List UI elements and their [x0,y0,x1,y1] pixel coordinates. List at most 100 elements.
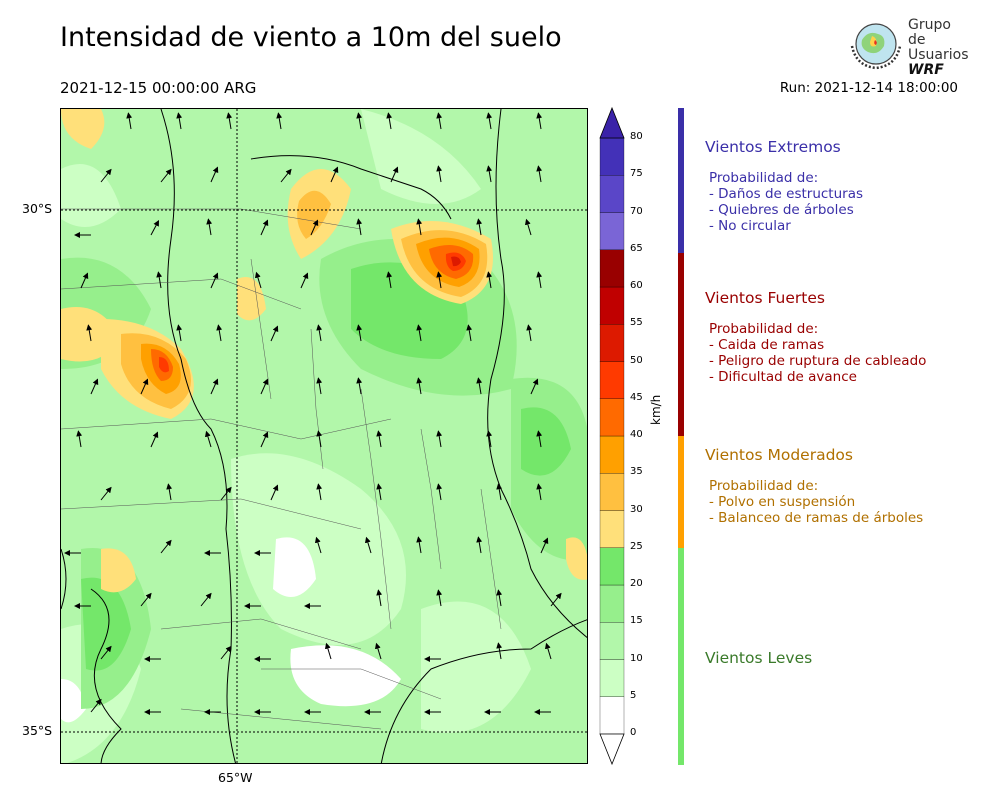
wind-vector [310,219,319,236]
wind-vector [524,218,532,236]
wind-vector [156,271,163,289]
wind-field [61,109,587,763]
wind-vector [356,377,363,395]
wind-vector [140,378,149,395]
category-title: Vientos Moderados [705,446,853,464]
wind-vector [364,536,372,554]
wind-vector [376,483,383,501]
run-time: Run: 2021-12-14 18:00:00 [779,80,958,96]
colorbar-tick-label: 0 [630,727,637,738]
wind-vector [376,589,383,607]
wind-vector [126,112,133,130]
wind-vector [150,220,159,236]
colorbar-tick-label: 25 [630,540,643,552]
wind-vector [200,592,212,607]
category-extremos: Vientos Extremos Probabilidad de: - Daño… [705,138,863,234]
wind-vector [160,539,172,554]
colorbar-tick-label: 40 [630,429,643,440]
colorbar-segment [599,398,625,437]
wind-vector [76,430,83,448]
colorbar-tick-label: 70 [630,205,643,217]
wind-vector [324,642,332,660]
wind-vector [330,166,339,183]
wind-vector [140,592,152,607]
colorbar-tick-label: 30 [630,503,643,515]
wind-vector [176,324,183,342]
wind-vector [374,642,382,660]
colorbar [599,106,625,766]
wind-vector [100,486,112,501]
category-bar-leves [678,548,684,765]
wind-vector [216,324,223,342]
wind-vector [316,430,323,448]
colorbar-tick-label: 10 [630,652,643,664]
wind-vector [210,378,219,395]
wind-vector [254,271,262,289]
category-bar-moderados [678,436,684,548]
wind-vector [80,272,89,289]
colorbar-unit: km/h [649,394,663,425]
wind-vector [536,430,543,448]
category-desc: Probabilidad de: - Daños de estructuras … [709,170,864,234]
wind-vector [476,536,483,554]
wind-vector [416,324,423,342]
wind-vector [530,378,539,395]
wind-vector [496,589,503,607]
colorbar-segment [599,622,625,660]
wind-vector [436,483,443,501]
wind-vector [314,536,322,554]
colorbar-tick-label: 60 [630,280,643,291]
wind-vector [356,112,363,130]
colorbar-segment [599,473,625,511]
colorbar-tick-label: 15 [630,615,643,627]
page-title: Intensidad de viento a 10m del suelo [60,22,562,53]
wind-vector [536,112,543,130]
category-bar-extremos [678,108,684,253]
wind-map [60,108,588,764]
wind-vector [206,218,213,236]
wind-vector [270,325,279,342]
colorbar-tick-label: 45 [630,391,643,403]
wind-vector [496,483,503,501]
wind-vector [316,324,323,342]
wind-vector [544,642,552,660]
wind-vector [390,166,399,183]
category-title: Vientos Fuertes [705,289,825,307]
wind-vector [550,592,562,607]
wind-vector [476,218,483,236]
wind-vector [466,324,473,342]
wind-vector [260,219,269,236]
wind-vector [276,112,283,130]
wind-vector [436,589,443,607]
wind-vector [486,165,493,183]
category-title: Vientos Leves [705,649,813,667]
wind-vector [496,642,503,660]
wind-vector [166,483,173,501]
wind-vector [356,324,363,342]
wind-vector [436,165,443,183]
colorbar-segment [599,137,625,176]
colorbar-segment [599,249,625,288]
wind-vector [150,431,159,448]
colorbar-segment [599,175,625,213]
wind-vector [416,218,423,236]
lon-label-65w: 65°W [218,770,253,785]
colorbar-tick-label: 75 [630,168,643,180]
wind-vector [436,430,443,448]
colorbar-max-arrow [599,106,625,139]
colorbar-tick-label: 55 [630,317,643,329]
wind-vector [526,324,533,342]
category-fuertes: Vientos Fuertes Probabilidad de: - Caida… [705,289,926,385]
wrf-logo: Grupo de Usuarios WRF [848,16,970,78]
category-desc: Probabilidad de: - Polvo en suspensión -… [709,478,924,526]
lat-label-30s: 30°S [22,201,53,216]
wind-vector [540,537,549,554]
colorbar-segment [599,324,625,362]
colorbar-segment [599,361,625,399]
wind-vector [220,645,232,660]
wind-vector [160,168,172,183]
colorbar-min-arrow [599,733,625,766]
wind-vector [100,168,112,183]
category-bar-fuertes [678,253,684,436]
wind-vector [210,272,219,289]
